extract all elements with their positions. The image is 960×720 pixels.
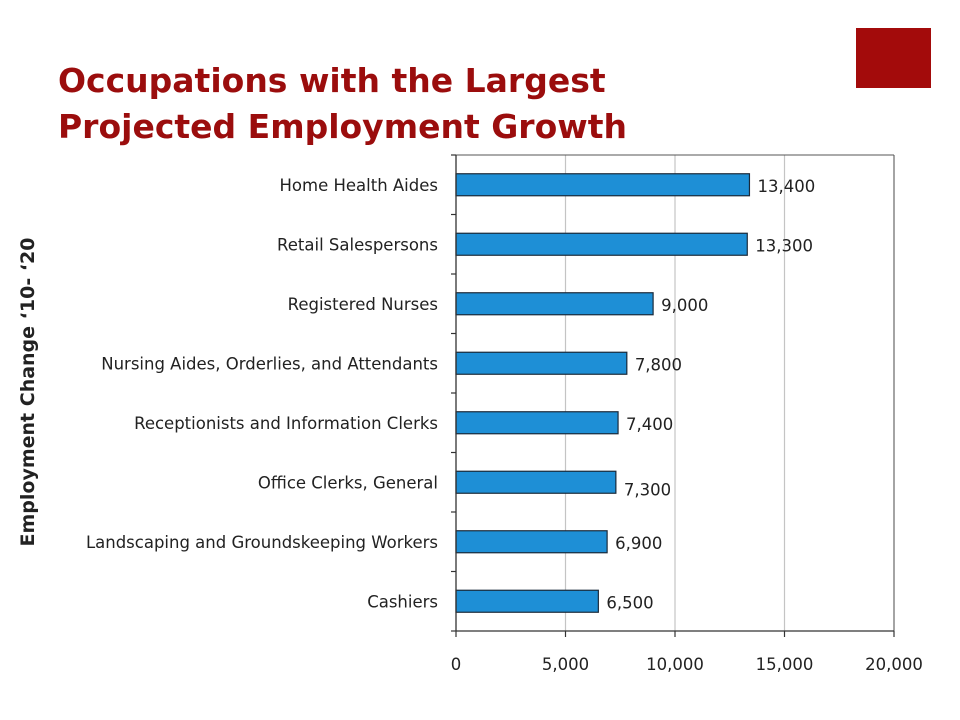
accent-square [856,28,931,88]
slide-title-line-1: Occupations with the Largest [58,61,606,100]
x-tick-label: 20,000 [865,655,923,674]
data-label: 13,300 [755,236,813,255]
axes [451,154,895,637]
data-label: 7,400 [626,415,673,434]
x-tick-label: 10,000 [646,655,704,674]
data-label: 7,800 [635,355,682,374]
category-label: Landscaping and Groundskeeping Workers [86,533,438,552]
data-label: 6,900 [615,534,662,553]
labels: Home Health Aides 13,400 Retail Salesperso… [86,176,923,674]
bar [455,589,599,613]
slide-title-line-2: Projected Employment Growth [58,107,628,146]
x-tick-label: 15,000 [756,655,814,674]
bar [455,351,628,375]
category-label: Registered Nurses [288,295,438,314]
x-tick-label: 0 [451,655,462,674]
bar [455,530,608,554]
data-label: 7,300 [624,480,671,499]
bars [455,173,751,613]
bar [455,292,654,316]
category-label: Office Clerks, General [258,473,438,492]
category-label: Cashiers [367,592,438,611]
data-label: 6,500 [606,593,653,612]
gridlines [564,155,895,631]
category-label: Receptionists and Information Clerks [134,414,438,433]
data-label: 9,000 [661,296,708,315]
category-label: Nursing Aides, Orderlies, and Attendants [101,354,438,373]
bar [455,173,751,197]
bar [455,232,748,256]
category-label: Retail Salespersons [277,235,438,254]
data-label: 13,400 [757,177,815,196]
category-label: Home Health Aides [280,176,439,195]
slide-title: Occupations with the Largest Projected E… [58,58,818,150]
x-tick-label: 5,000 [542,655,589,674]
bar [455,411,619,435]
bar [455,470,617,494]
